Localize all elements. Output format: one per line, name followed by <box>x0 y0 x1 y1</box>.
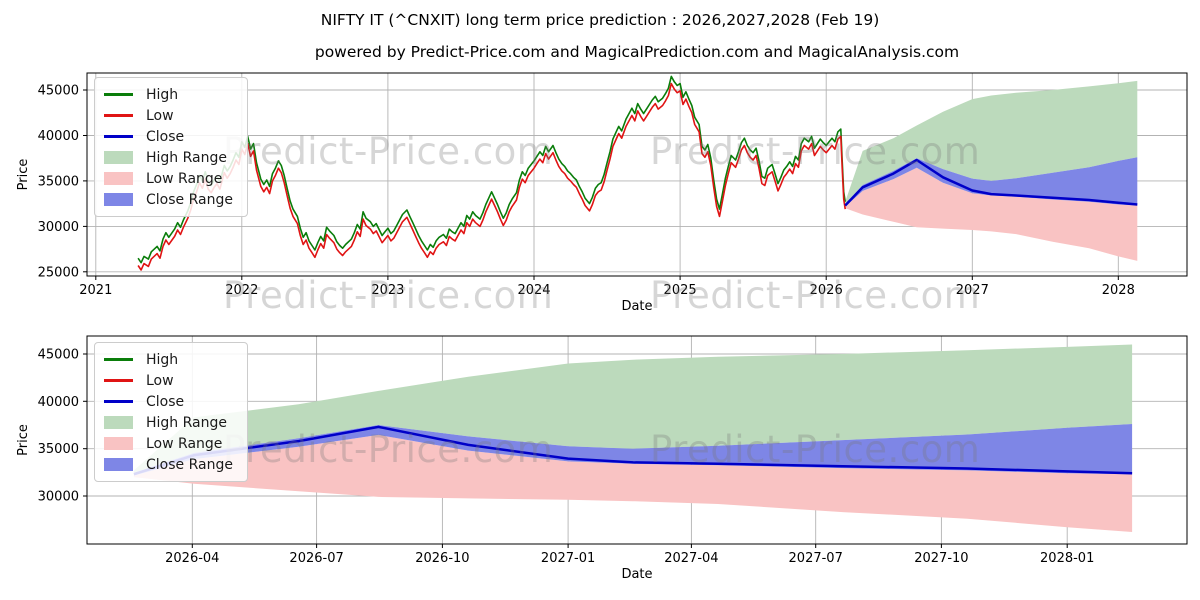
close-prediction-line <box>133 425 1133 476</box>
x-tick-label: 2027-04 <box>664 551 718 566</box>
x-tick-label: 2023 <box>371 283 404 298</box>
legend-swatch-close <box>104 135 133 138</box>
x-tick-label: 2027-07 <box>789 551 843 566</box>
low-history-line <box>137 82 846 271</box>
y-tick-label: 40000 <box>38 395 79 410</box>
legend-item-high: High <box>104 349 233 370</box>
legend-label: High Range <box>146 414 227 431</box>
x-tick-label: 2027 <box>956 283 989 298</box>
figure-subtitle: powered by Predict-Price.com and Magical… <box>314 43 960 61</box>
legend-label: High <box>146 86 179 103</box>
legend-swatch-high-range <box>104 151 133 164</box>
watermark-text: Predict-Price.com <box>223 130 554 173</box>
high-range-band <box>845 80 1138 205</box>
y-tick-label: 40000 <box>38 129 79 144</box>
x-tick-label: 2026-07 <box>289 551 343 566</box>
legend-swatch-high <box>104 358 133 361</box>
y-tick-label: 45000 <box>38 348 79 363</box>
y-tick-label: 30000 <box>38 220 79 235</box>
plot-border <box>86 72 1188 277</box>
legend-label: Low <box>146 372 174 389</box>
y-tick-label: 35000 <box>38 442 79 457</box>
close-prediction-line <box>844 158 1138 207</box>
legend-item-close-range: Close Range <box>104 189 233 210</box>
x-tick-label: 2025 <box>664 283 697 298</box>
legend-label: Low Range <box>146 170 223 187</box>
x-axis-label: Date <box>621 567 652 582</box>
legend-label: High Range <box>146 149 227 166</box>
legend-label: Low Range <box>146 435 223 452</box>
watermark-text: Predict-Price.com <box>223 274 554 317</box>
y-axis-label: Price <box>16 424 31 456</box>
legend-item-close: Close <box>104 391 233 412</box>
legend-swatch-high <box>104 93 133 96</box>
watermark-text: Predict-Price.com <box>650 274 981 317</box>
legend-label: Close <box>146 393 185 410</box>
x-tick-label: 2027-10 <box>914 551 968 566</box>
legend-item-low: Low <box>104 105 233 126</box>
x-tick-label: 2028-01 <box>1040 551 1094 566</box>
y-tick-label: 25000 <box>38 265 79 280</box>
watermark-text: Predict-Price.com <box>650 130 981 173</box>
x-tick-label: 2026-04 <box>165 551 219 566</box>
legend-swatch-close-range <box>104 458 133 471</box>
legend-label: Close <box>146 128 185 145</box>
legend-swatch-low <box>104 114 133 117</box>
x-tick-label: 2027-01 <box>541 551 595 566</box>
prediction-zoom-chart: 2026-04 2026-07 2026-10 2027-01 2027-04 2027-… <box>16 335 1188 582</box>
legend-item-high: High <box>104 84 233 105</box>
legend-label: Low <box>146 107 174 124</box>
x-tick-label: 2021 <box>79 283 112 298</box>
y-tick-label: 35000 <box>38 174 79 189</box>
figure-title: NIFTY IT (^CNXIT) long term price predic… <box>320 11 880 29</box>
legend-swatch-close <box>104 400 133 403</box>
close-range-band <box>845 157 1138 207</box>
legend-bottom-chart: High Low Close High Range Low Range Close Ran… <box>94 342 248 482</box>
legend-label: High <box>146 351 179 368</box>
legend-swatch-low <box>104 379 133 382</box>
legend-swatch-close-range <box>104 193 133 206</box>
x-tick-label: 2022 <box>225 283 258 298</box>
history-and-prediction-chart: 2021 2022 2023 2024 2025 2026 2027 2028 25000 300… <box>16 72 1188 314</box>
high-history-line <box>137 75 846 264</box>
y-tick-label: 30000 <box>38 490 79 505</box>
legend-swatch-low-range <box>104 437 133 450</box>
legend-item-low: Low <box>104 370 233 391</box>
legend-item-high-range: High Range <box>104 147 233 168</box>
legend-top-chart: High Low Close High Range Low Range Close Ran… <box>94 77 248 217</box>
y-axis-label: Price <box>16 159 31 191</box>
legend-label: Close Range <box>146 456 233 473</box>
legend-item-low-range: Low Range <box>104 168 233 189</box>
close-range-band <box>133 424 1133 476</box>
legend-item-close: Close <box>104 126 233 147</box>
y-tick-label: 45000 <box>38 84 79 99</box>
legend-item-close-range: Close Range <box>104 454 233 475</box>
watermark-text: Predict-Price.com <box>650 428 981 471</box>
legend-swatch-low-range <box>104 172 133 185</box>
legend-item-high-range: High Range <box>104 412 233 433</box>
x-tick-label: 2024 <box>517 283 550 298</box>
legend-swatch-high-range <box>104 416 133 429</box>
watermark-text: Predict-Price.com <box>223 428 554 471</box>
x-tick-label: 2026 <box>810 283 843 298</box>
x-axis-label: Date <box>621 299 652 314</box>
legend-label: Close Range <box>146 191 233 208</box>
legend-item-low-range: Low Range <box>104 433 233 454</box>
x-tick-label: 2026-10 <box>415 551 469 566</box>
low-range-band <box>845 167 1138 261</box>
high-range-band <box>133 344 1133 473</box>
plot-border <box>86 335 1188 545</box>
x-tick-label: 2028 <box>1102 283 1135 298</box>
low-range-band <box>133 434 1133 532</box>
